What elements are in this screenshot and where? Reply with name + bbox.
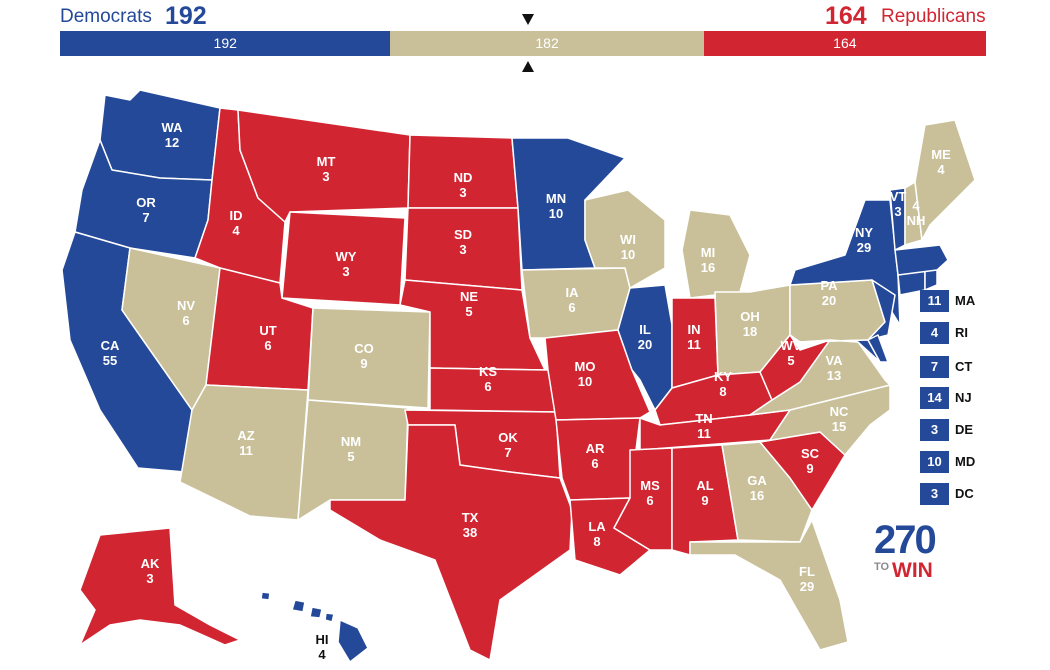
label-MN: MN 10 bbox=[546, 191, 566, 221]
small-state-label-MD: MD bbox=[955, 454, 976, 469]
label-PA: PA 20 bbox=[820, 278, 838, 308]
label-SD: SD 3 bbox=[454, 227, 472, 257]
bar-segment-tossup[interactable]: 182 bbox=[390, 31, 704, 56]
label-WY: WY 3 bbox=[336, 249, 357, 279]
state-DE[interactable] bbox=[867, 334, 889, 363]
small-state-box-MA[interactable]: 11 bbox=[920, 290, 949, 312]
small-state-label-MA: MA bbox=[955, 293, 976, 308]
label-OR: OR 7 bbox=[136, 195, 156, 225]
label-IA: IA 6 bbox=[566, 285, 580, 315]
republicans-total: 164 bbox=[825, 2, 867, 30]
label-NY: NY 29 bbox=[855, 225, 873, 255]
small-state-label-DE: DE bbox=[955, 422, 974, 437]
label-WA: WA 12 bbox=[162, 120, 184, 150]
label-WI: WI 10 bbox=[620, 232, 636, 262]
republicans-label: Republicans bbox=[881, 6, 986, 27]
label-TX: TX 38 bbox=[462, 510, 479, 540]
label-MT: MT 3 bbox=[317, 154, 336, 184]
state-MA[interactable] bbox=[894, 244, 949, 276]
state-MD[interactable] bbox=[799, 339, 881, 363]
label-IL: IL 20 bbox=[638, 322, 652, 352]
small-state-label-CT: CT bbox=[955, 359, 973, 374]
logo-win: WIN bbox=[892, 559, 933, 582]
state-FL[interactable] bbox=[689, 519, 849, 651]
small-state-box-DC[interactable]: 3 bbox=[920, 483, 949, 505]
state-HI-main[interactable] bbox=[337, 619, 369, 663]
label-IN: IN 11 bbox=[687, 322, 701, 352]
label-CA: CA 55 bbox=[101, 338, 120, 368]
state-MI[interactable] bbox=[681, 209, 751, 299]
label-NE: NE 5 bbox=[460, 289, 478, 319]
small-state-box-RI[interactable]: 4 bbox=[920, 322, 949, 344]
small-state-box-NJ[interactable]: 14 bbox=[920, 387, 949, 409]
small-state-box-CT[interactable]: 7 bbox=[920, 356, 949, 378]
electoral-vote-bar: 192 182 164 bbox=[60, 31, 986, 56]
label-KY: KY 8 bbox=[714, 369, 732, 399]
small-state-label-DC: DC bbox=[955, 486, 974, 501]
small-state-box-MD[interactable]: 10 bbox=[920, 451, 949, 473]
democrats-label: Democrats bbox=[60, 6, 152, 27]
label-AK: AK 3 bbox=[141, 556, 160, 586]
logo-to: TO bbox=[874, 561, 890, 573]
small-state-label-NJ: NJ bbox=[955, 390, 972, 405]
270-marker-down-icon bbox=[522, 14, 534, 25]
label-GA: GA 16 bbox=[747, 473, 767, 503]
270towin-logo[interactable]: 270 TO WIN bbox=[874, 518, 946, 582]
label-MS: MS 6 bbox=[640, 478, 660, 508]
label-VT: VT 3 bbox=[890, 189, 907, 219]
state-HI-isle-2[interactable] bbox=[309, 606, 323, 619]
label-TN: TN 11 bbox=[695, 411, 712, 441]
state-CO[interactable] bbox=[307, 307, 431, 409]
label-WV: WV 5 bbox=[781, 338, 802, 368]
label-FL: FL 29 bbox=[799, 564, 815, 594]
label-LA: LA 8 bbox=[588, 519, 606, 549]
state-HI-isle-3[interactable] bbox=[324, 612, 335, 623]
electoral-header: Democrats 192 164 Republicans 192 182 16… bbox=[0, 0, 1050, 80]
small-state-label-RI: RI bbox=[955, 325, 968, 340]
label-UT: UT 6 bbox=[259, 323, 276, 353]
label-SC: SC 9 bbox=[801, 446, 820, 476]
us-electoral-map: WA 12 OR 7 CA 55 NV 6 ID 4 MT 3 WY 3 UT 6 AZ 11 C… bbox=[61, 89, 976, 663]
label-MO: MO 10 bbox=[575, 359, 596, 389]
label-HI: HI 4 bbox=[316, 632, 329, 662]
label-AR: AR 6 bbox=[586, 441, 605, 471]
label-NC: NC 15 bbox=[830, 404, 849, 434]
label-ID: ID 4 bbox=[230, 208, 243, 238]
label-KS: KS 6 bbox=[479, 364, 497, 394]
label-OK: OK 7 bbox=[498, 430, 518, 460]
label-OH: OH 18 bbox=[740, 309, 760, 339]
label-AL: AL 9 bbox=[696, 478, 713, 508]
state-ME[interactable] bbox=[914, 119, 976, 241]
bar-segment-republicans[interactable]: 164 bbox=[703, 31, 986, 56]
democrats-total: 192 bbox=[165, 2, 207, 30]
270-marker-up-icon bbox=[522, 61, 534, 72]
state-AK[interactable] bbox=[79, 527, 241, 646]
label-VA: VA 13 bbox=[825, 353, 843, 383]
state-HI-isle-4[interactable] bbox=[260, 591, 271, 601]
state-IA[interactable] bbox=[521, 267, 631, 339]
small-state-box-DE[interactable]: 3 bbox=[920, 419, 949, 441]
label-AZ: AZ 11 bbox=[237, 428, 254, 458]
state-labels: WA 12 OR 7 CA 55 NV 6 ID 4 MT 3 WY 3 UT 6 AZ 11 C… bbox=[101, 120, 951, 662]
label-MI: MI 16 bbox=[701, 245, 715, 275]
bar-segment-democrats[interactable]: 192 bbox=[60, 31, 391, 56]
state-RI[interactable] bbox=[924, 269, 938, 291]
state-TX[interactable] bbox=[329, 424, 573, 661]
state-HI-isle-1[interactable] bbox=[291, 599, 306, 613]
logo-number: 270 bbox=[874, 518, 937, 562]
label-ND: ND 3 bbox=[454, 170, 473, 200]
label-ME: ME 4 bbox=[931, 147, 951, 177]
label-NV: NV 6 bbox=[177, 298, 195, 328]
state-WA[interactable] bbox=[99, 89, 221, 181]
label-NM: NM 5 bbox=[341, 434, 361, 464]
label-CO: CO 9 bbox=[354, 341, 374, 371]
label-NH: 4 NH bbox=[907, 198, 926, 228]
